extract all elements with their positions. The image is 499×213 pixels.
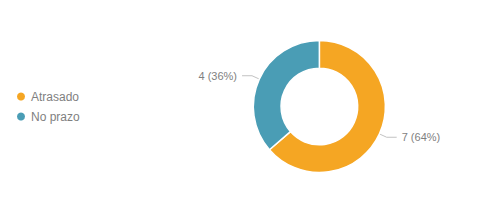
svg-text:7 (64%): 7 (64%) [402,131,441,143]
svg-text:Atrasado: Atrasado [31,90,79,104]
svg-text:No prazo: No prazo [31,110,80,124]
svg-text:4 (36%): 4 (36%) [198,70,237,82]
